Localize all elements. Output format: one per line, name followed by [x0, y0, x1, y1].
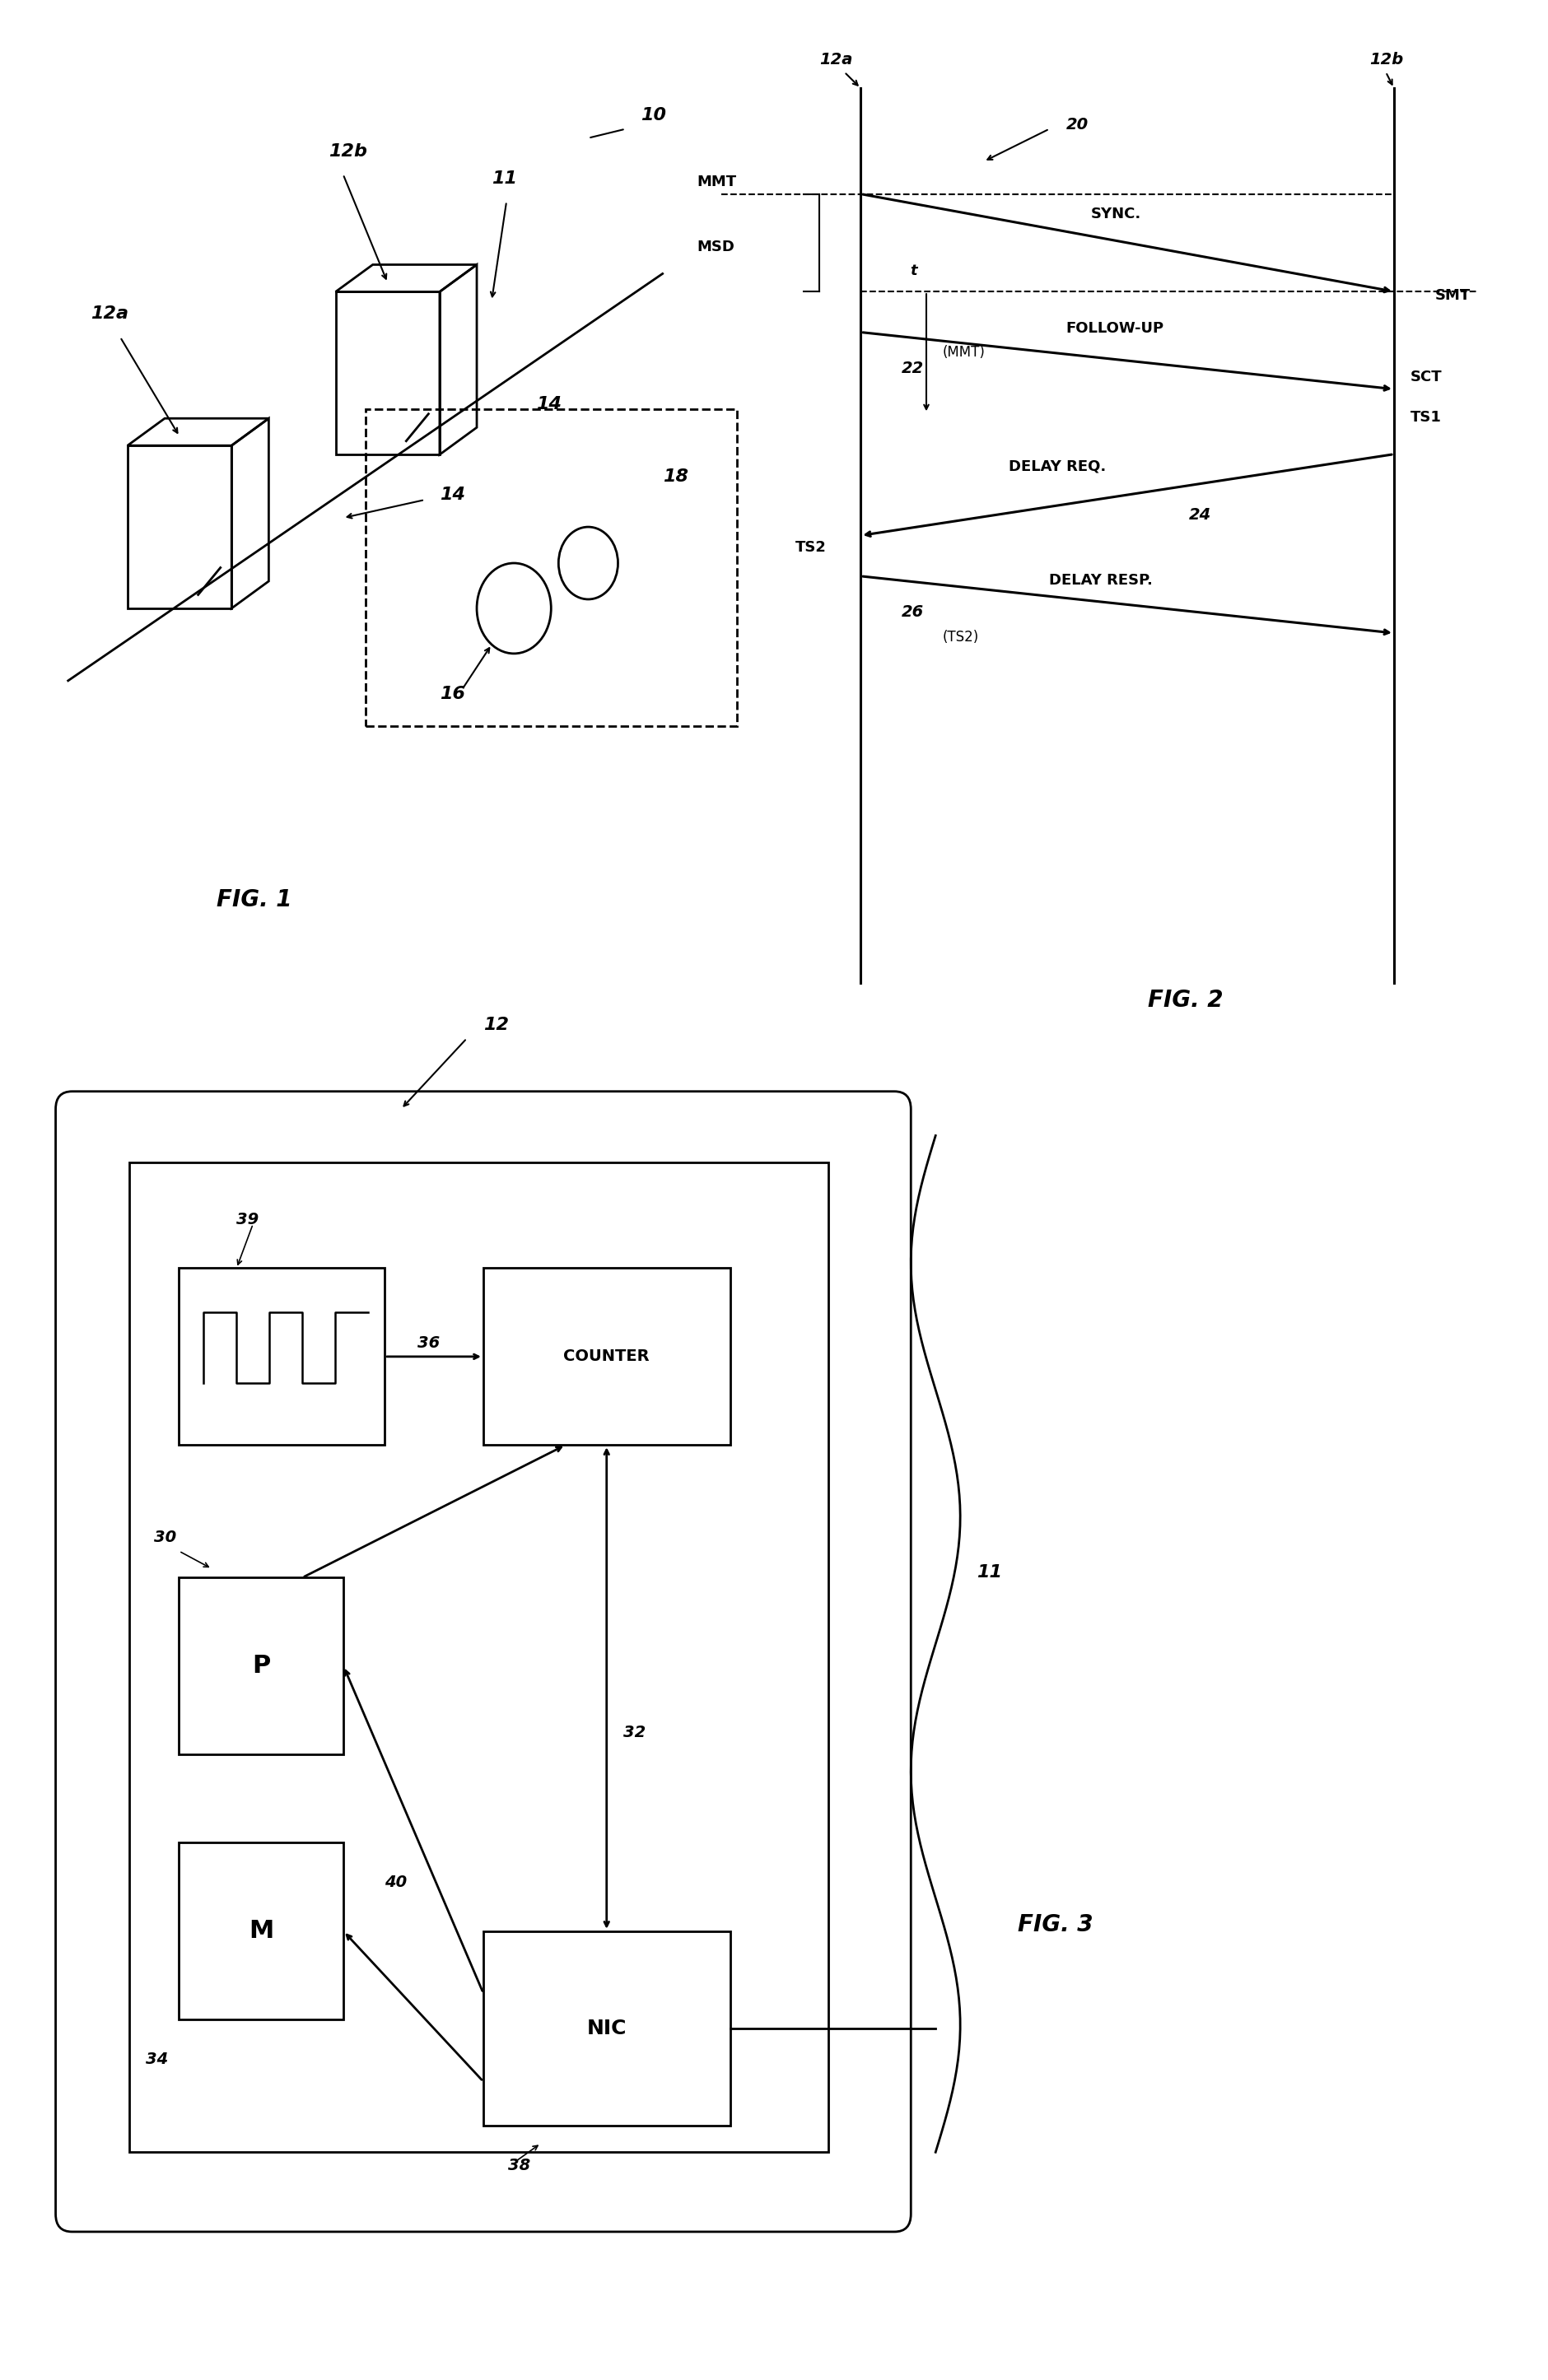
Text: MSD: MSD — [697, 240, 734, 255]
Text: FIG. 2: FIG. 2 — [1149, 990, 1223, 1012]
Text: SMT: SMT — [1435, 288, 1471, 302]
Text: (MMT): (MMT) — [943, 345, 986, 359]
Text: 32: 32 — [622, 1726, 646, 1740]
Text: DELAY RESP.: DELAY RESP. — [1050, 574, 1153, 588]
Text: 11: 11 — [492, 169, 517, 186]
Text: 38: 38 — [508, 2159, 531, 2173]
Text: M: M — [249, 1918, 274, 1942]
Text: 14: 14 — [536, 395, 562, 412]
Text: t: t — [910, 264, 916, 278]
Text: 12: 12 — [483, 1016, 509, 1033]
Text: 24: 24 — [1189, 507, 1211, 524]
Text: DELAY REQ.: DELAY REQ. — [1008, 459, 1105, 474]
Text: 11: 11 — [977, 1564, 1002, 1580]
Text: 12b: 12b — [1370, 52, 1404, 67]
Text: 14: 14 — [440, 486, 464, 502]
Text: NIC: NIC — [587, 2018, 627, 2037]
Text: 20: 20 — [1065, 117, 1088, 133]
Text: 22: 22 — [901, 359, 924, 376]
Text: 26: 26 — [901, 605, 924, 621]
Text: 40: 40 — [384, 1875, 407, 1890]
Text: TS1: TS1 — [1410, 409, 1441, 426]
Text: 36: 36 — [418, 1335, 440, 1352]
Text: MMT: MMT — [697, 174, 737, 188]
Text: SCT: SCT — [1410, 369, 1443, 383]
Text: SYNC.: SYNC. — [1090, 207, 1141, 221]
Text: TS2: TS2 — [796, 540, 827, 555]
Text: 12a: 12a — [90, 305, 128, 321]
Text: 39: 39 — [237, 1211, 259, 1228]
Text: 18: 18 — [663, 469, 687, 486]
Text: 34: 34 — [146, 2052, 169, 2068]
Text: FIG. 3: FIG. 3 — [1019, 1914, 1093, 1937]
Text: FIG. 1: FIG. 1 — [217, 888, 293, 912]
Text: (TS2): (TS2) — [943, 631, 980, 645]
Text: P: P — [252, 1654, 271, 1678]
Text: 30: 30 — [155, 1530, 176, 1545]
Text: 10: 10 — [641, 107, 666, 124]
Text: 16: 16 — [440, 685, 464, 702]
Text: 12a: 12a — [820, 52, 853, 67]
Text: FOLLOW-UP: FOLLOW-UP — [1065, 321, 1164, 336]
Text: 12b: 12b — [328, 143, 367, 159]
Text: COUNTER: COUNTER — [563, 1349, 650, 1364]
